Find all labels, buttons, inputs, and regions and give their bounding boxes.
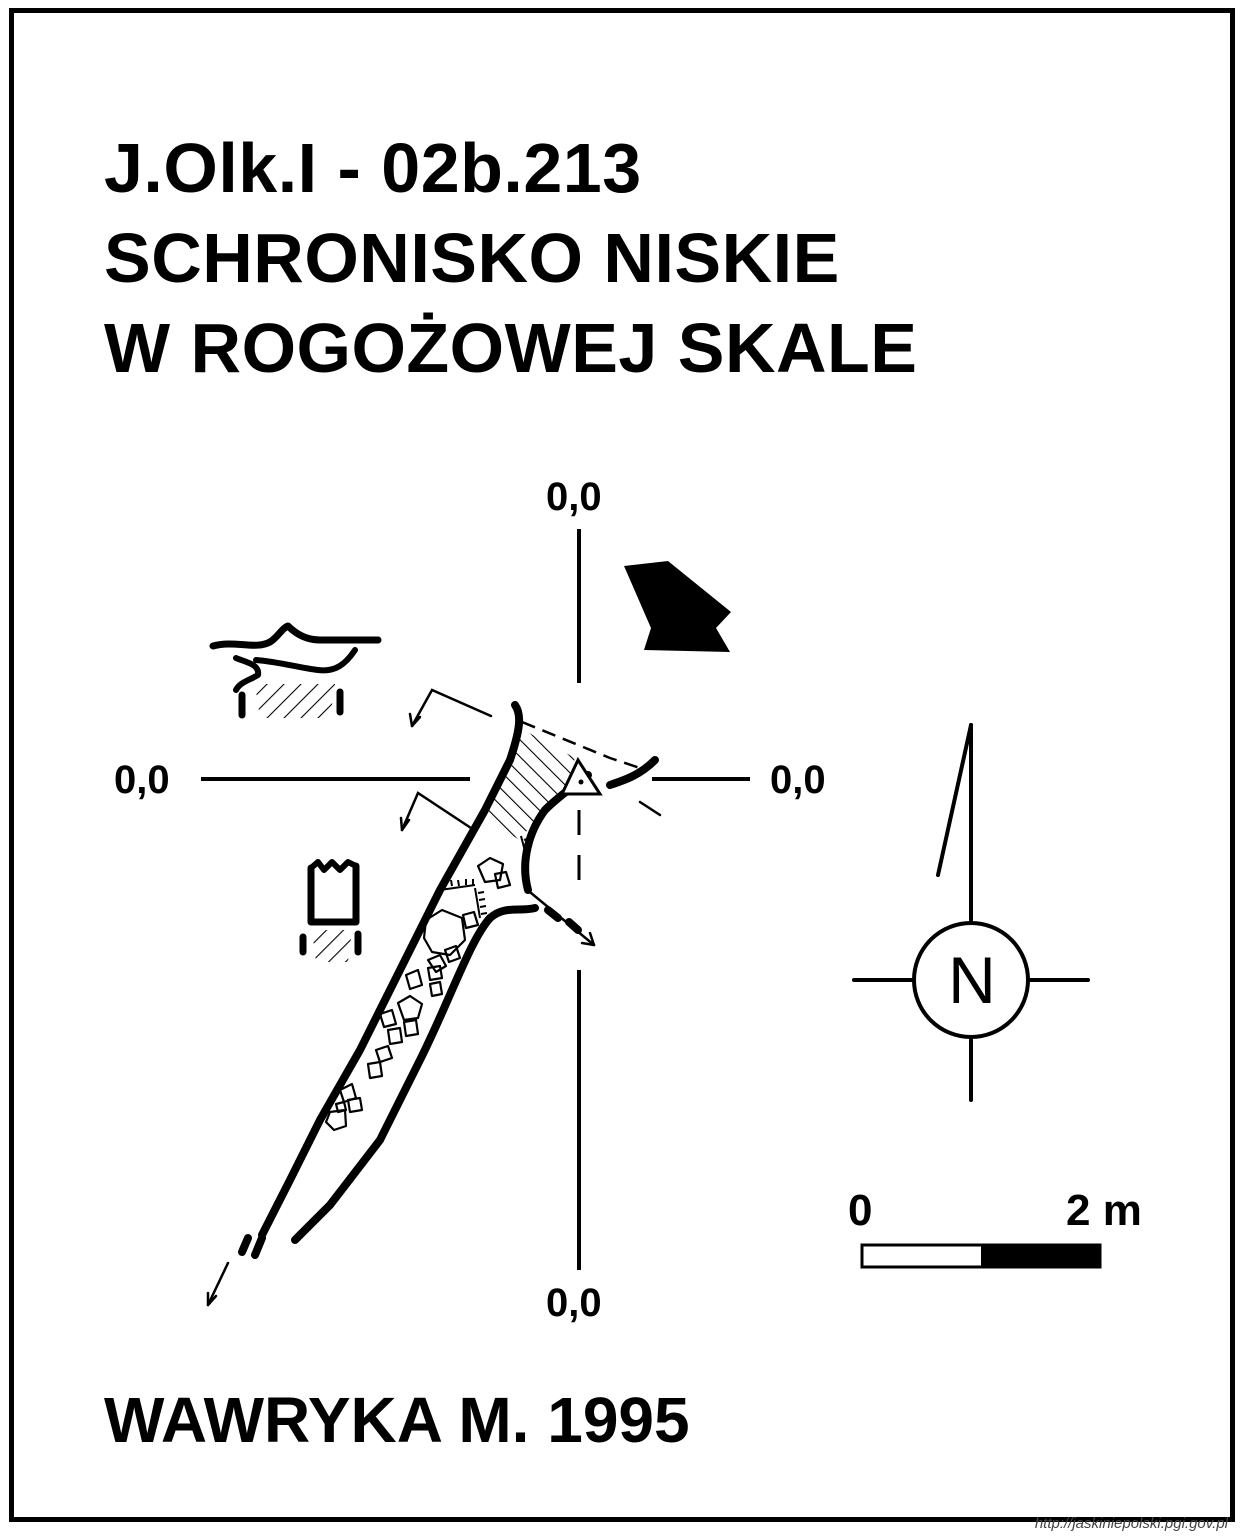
entrance-arrow-icon [624, 561, 731, 652]
wall-dash-4 [565, 918, 582, 934]
cave-name-line-1: SCHRONISKO NISKIE [104, 219, 840, 297]
drip-line [521, 720, 641, 770]
scale-bar-black-segment [981, 1245, 1100, 1267]
north-arrow-icon [852, 723, 1090, 1102]
cave-code-title: J.Olk.I - 02b.213 [104, 129, 642, 207]
wall-dash-2 [251, 1234, 266, 1259]
east-spur-wall [606, 756, 659, 789]
wall-dash-1 [238, 1234, 252, 1256]
author-credit: WAWRYKA M. 1995 [104, 1384, 690, 1456]
scale-end-label: 2 m [1066, 1186, 1142, 1235]
scale-start-label: 0 [848, 1186, 873, 1235]
coordinate-axes [201, 529, 750, 1270]
source-url: http://jaskiniepolski.pgi.gov.pl [1034, 1515, 1228, 1532]
sediment-area [485, 728, 575, 840]
step-symbol [439, 835, 533, 919]
cross-section-lower [299, 859, 362, 962]
scale-bar [860, 1243, 1102, 1269]
west-wall [258, 701, 524, 1239]
cave-name-line-2: W ROGOŻOWEJ SKALE [104, 309, 918, 387]
cross-section-upper [209, 622, 382, 719]
map-frame [9, 8, 1235, 1522]
wall-dash-3 [544, 906, 562, 922]
axis-label-bottom: 0,0 [546, 1281, 602, 1325]
east-wall [291, 904, 539, 1244]
compass-north-letter: N [948, 943, 996, 1017]
axis-label-left: 0,0 [114, 758, 170, 802]
axis-label-right: 0,0 [770, 758, 826, 802]
axis-label-top: 0,0 [546, 475, 602, 519]
survey-station-icon [559, 756, 603, 796]
rubble-blocks [324, 856, 512, 1132]
